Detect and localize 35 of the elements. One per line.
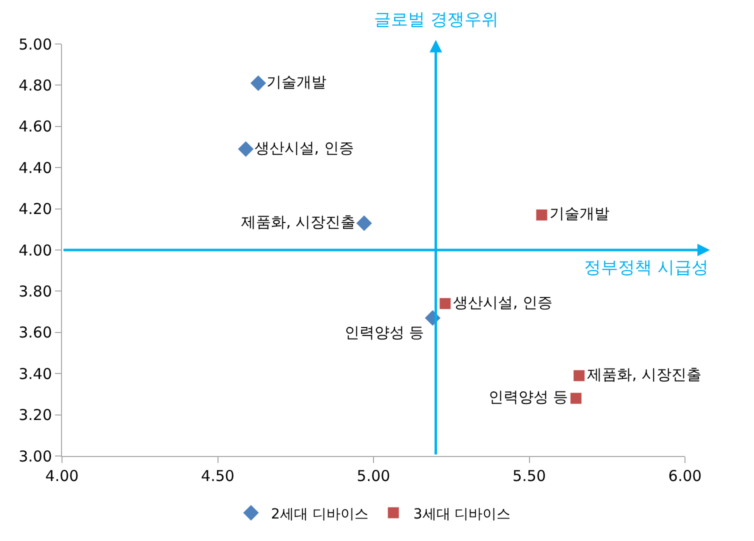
point	[536, 209, 548, 220]
point	[570, 392, 582, 404]
x-tick-label: 5.50	[512, 467, 546, 485]
legend-label: 2세대 디바이스	[271, 506, 368, 522]
y-tick-label: 4.20	[18, 200, 52, 218]
point	[356, 215, 372, 232]
y-tick-label: 3.40	[18, 364, 52, 383]
x-tick-label: 4.50	[201, 467, 234, 485]
ref-line-label: 글로벌 경쟁우위	[374, 10, 498, 30]
data-label: 생산시설, 인증	[254, 138, 354, 157]
data-label: 제품화, 시장진출	[241, 212, 356, 231]
data-label: 기술개발	[266, 72, 327, 91]
ref-line-label: 정부정책 시급성	[584, 258, 708, 278]
data-label: 제품화, 시장진출	[586, 365, 702, 384]
y-tick-label: 3.80	[18, 282, 52, 300]
y-tick-label: 5.00	[18, 35, 52, 54]
data-label: 생산시설, 인증	[453, 293, 553, 312]
x-tick-label: 4.00	[45, 467, 79, 485]
data-label: 인력양성 등	[488, 388, 568, 406]
y-tick-label: 4.80	[18, 76, 52, 94]
point	[238, 141, 254, 157]
y-tick-label: 4.00	[18, 241, 52, 260]
x-tick-label: 5.00	[356, 467, 390, 485]
x-tick-label: 6.00	[668, 467, 702, 485]
data-label: 기술개발	[550, 204, 610, 223]
point	[250, 75, 266, 91]
y-tick-label: 4.60	[18, 118, 52, 136]
point	[440, 298, 451, 310]
y-tick-label: 3.00	[18, 447, 52, 466]
y-tick-label: 3.60	[18, 324, 52, 342]
legend-label: 3세대 디바이스	[413, 506, 511, 522]
y-tick-label: 3.20	[18, 406, 52, 424]
data-label: 인력양성 등	[344, 324, 424, 342]
y-tick-label: 4.40	[18, 158, 52, 177]
point	[574, 370, 585, 382]
